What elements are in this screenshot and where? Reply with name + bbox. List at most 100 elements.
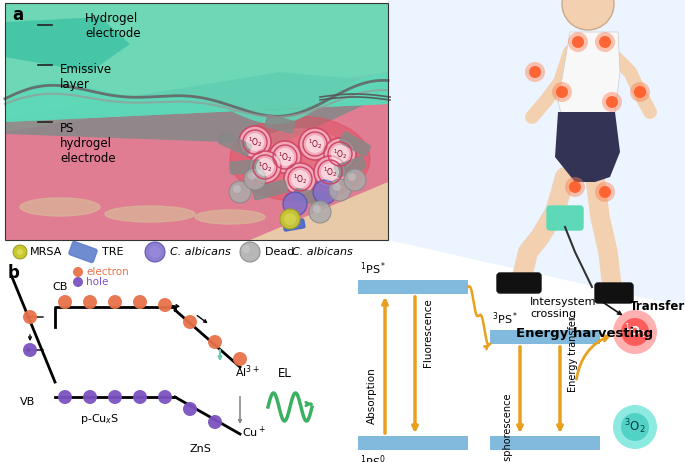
Circle shape (348, 173, 356, 181)
Text: $^1$O$_2$: $^1$O$_2$ (308, 137, 323, 151)
Text: a: a (12, 6, 23, 24)
Circle shape (606, 96, 618, 108)
Polygon shape (5, 17, 130, 72)
Text: $^1$O$_2$: $^1$O$_2$ (292, 172, 308, 186)
Circle shape (246, 133, 264, 151)
Text: p-Cu$_x$S: p-Cu$_x$S (80, 412, 120, 426)
Text: EL: EL (278, 367, 292, 380)
Polygon shape (5, 3, 388, 124)
Circle shape (233, 352, 247, 366)
Polygon shape (555, 112, 620, 182)
Circle shape (595, 32, 615, 52)
Circle shape (240, 242, 260, 262)
Polygon shape (388, 0, 685, 307)
Polygon shape (558, 32, 620, 127)
Circle shape (572, 36, 584, 48)
FancyBboxPatch shape (334, 157, 366, 177)
Circle shape (621, 413, 649, 441)
Circle shape (529, 66, 541, 78)
Circle shape (183, 402, 197, 416)
Circle shape (58, 295, 72, 309)
Ellipse shape (195, 210, 265, 224)
Circle shape (149, 246, 161, 258)
Circle shape (309, 201, 331, 223)
Text: PS
hydrogel
electrode: PS hydrogel electrode (60, 122, 116, 165)
Circle shape (269, 141, 301, 173)
FancyBboxPatch shape (69, 242, 97, 262)
FancyBboxPatch shape (283, 219, 305, 231)
Circle shape (595, 182, 615, 202)
Circle shape (333, 183, 341, 191)
Text: Dead: Dead (265, 247, 298, 257)
FancyBboxPatch shape (253, 180, 288, 200)
Text: $^1$O$_2$: $^1$O$_2$ (323, 165, 337, 179)
Text: $^1$O$_2$: $^1$O$_2$ (258, 160, 273, 174)
Circle shape (108, 295, 122, 309)
Circle shape (23, 310, 37, 324)
FancyBboxPatch shape (547, 206, 583, 230)
Polygon shape (5, 72, 388, 144)
Circle shape (256, 158, 274, 176)
FancyBboxPatch shape (265, 115, 295, 133)
Circle shape (276, 148, 294, 166)
Circle shape (306, 135, 324, 153)
Circle shape (556, 86, 568, 98)
Circle shape (299, 128, 331, 160)
Circle shape (284, 213, 296, 225)
Text: $^1$O$_2$: $^1$O$_2$ (277, 150, 292, 164)
Circle shape (621, 318, 649, 346)
Polygon shape (5, 3, 388, 240)
Circle shape (73, 277, 83, 287)
Circle shape (229, 181, 251, 203)
Circle shape (83, 295, 97, 309)
Circle shape (313, 180, 337, 204)
Text: Absorption: Absorption (367, 367, 377, 424)
Circle shape (158, 390, 172, 404)
Text: Fluorescence: Fluorescence (423, 298, 433, 367)
Circle shape (58, 390, 72, 404)
Ellipse shape (105, 206, 195, 222)
Circle shape (291, 170, 309, 188)
Bar (490, 330, 600, 344)
Text: ZnS: ZnS (189, 444, 211, 454)
Circle shape (183, 315, 197, 329)
Text: $^1$O$_2$: $^1$O$_2$ (333, 147, 347, 161)
Text: hole: hole (86, 277, 108, 287)
FancyBboxPatch shape (497, 273, 541, 293)
Circle shape (634, 86, 646, 98)
Text: Intersystem
crossing: Intersystem crossing (530, 297, 597, 319)
Circle shape (569, 181, 581, 193)
Text: C. albicans: C. albicans (170, 247, 231, 257)
Circle shape (108, 390, 122, 404)
Circle shape (23, 343, 37, 357)
Circle shape (284, 163, 316, 195)
Circle shape (329, 179, 351, 201)
Circle shape (208, 415, 222, 429)
Circle shape (613, 310, 657, 354)
Bar (358, 280, 468, 294)
Text: Phosphorescence: Phosphorescence (502, 392, 512, 462)
Text: C. albicans: C. albicans (292, 247, 353, 257)
Text: Transfer: Transfer (630, 300, 685, 314)
Text: b: b (8, 264, 20, 282)
Text: MRSA: MRSA (30, 247, 62, 257)
Circle shape (552, 82, 572, 102)
Circle shape (13, 245, 27, 259)
Bar (358, 436, 468, 450)
Circle shape (248, 172, 256, 180)
Text: Energy transfer: Energy transfer (568, 316, 578, 392)
Text: $^1$PS$^*$: $^1$PS$^*$ (360, 261, 386, 277)
Circle shape (249, 151, 281, 183)
Circle shape (244, 168, 266, 190)
Text: TRE: TRE (102, 247, 123, 257)
Circle shape (145, 242, 165, 262)
Circle shape (599, 186, 611, 198)
Text: $^1$O$_2$: $^1$O$_2$ (624, 322, 646, 341)
FancyBboxPatch shape (219, 133, 251, 156)
Text: $^1$O$_2$: $^1$O$_2$ (248, 135, 262, 149)
Circle shape (133, 390, 147, 404)
Circle shape (568, 32, 588, 52)
Circle shape (331, 145, 349, 163)
Text: CB: CB (52, 282, 67, 292)
Polygon shape (5, 3, 388, 122)
